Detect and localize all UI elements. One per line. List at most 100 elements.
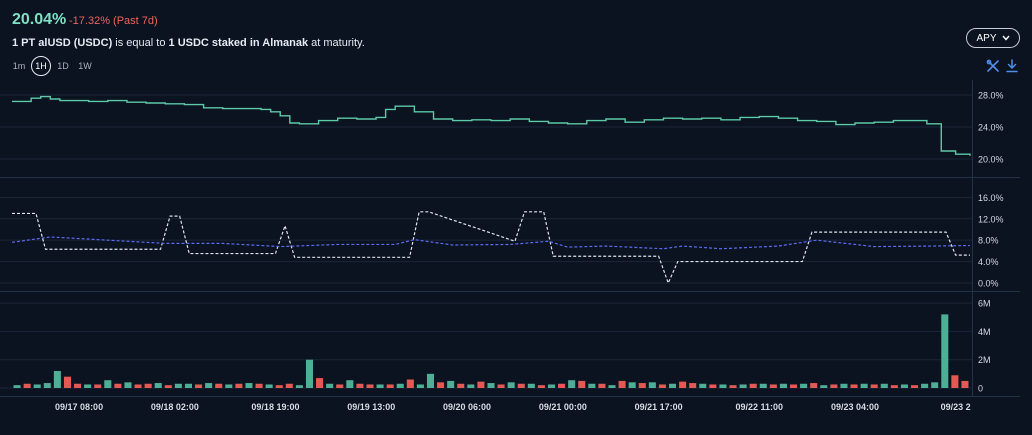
volume-bars	[13, 314, 969, 388]
volume-bar	[477, 381, 485, 388]
volume-bar	[618, 380, 626, 388]
volume-bar	[830, 384, 838, 388]
volume-bar	[537, 385, 545, 388]
apy-dropdown[interactable]: APY	[966, 28, 1020, 48]
download-icon[interactable]	[1005, 59, 1019, 73]
volume-bar	[679, 381, 687, 388]
y-tick-label-volume: 6M	[978, 299, 991, 309]
volume-bar	[800, 383, 808, 388]
volume-bar	[245, 383, 253, 388]
timeframe-1m[interactable]: 1m	[12, 61, 26, 71]
volume-bar	[769, 384, 777, 388]
volume-bar	[729, 385, 737, 388]
desc-prefix: 1 PT alUSD (USDC)	[12, 37, 113, 49]
volume-bar	[951, 375, 959, 388]
volume-bar	[63, 376, 71, 388]
volume-bar	[124, 382, 132, 388]
underlying-apy-line	[11, 236, 971, 250]
volume-bar	[215, 383, 223, 388]
volume-bar	[628, 382, 636, 388]
volume-bar	[810, 383, 818, 388]
volume-bar	[668, 383, 677, 388]
volume-bar	[295, 385, 303, 388]
x-tick-label: 09/17 08:00	[55, 402, 103, 412]
volume-bar	[457, 383, 465, 388]
x-tick-label: 09/19 13:00	[347, 402, 395, 412]
volume-bar	[699, 383, 707, 388]
timeframe-selector: 1m 1H 1D 1W	[9, 56, 95, 76]
volume-bar	[850, 384, 858, 388]
y-tick-label-underlying: 0.0%	[978, 278, 999, 288]
volume-bar	[386, 384, 394, 388]
timeframe-1d[interactable]: 1D	[57, 61, 69, 71]
volume-bar	[689, 383, 697, 388]
volume-bar	[749, 383, 757, 388]
volume-bar	[840, 383, 848, 388]
volume-bar	[366, 384, 374, 388]
volume-bar	[74, 383, 82, 388]
volume-bar	[437, 382, 445, 388]
timeframe-1h[interactable]: 1H	[31, 56, 51, 76]
desc-mid: is equal to	[112, 37, 169, 49]
volume-bar	[547, 384, 556, 388]
volume-bar	[719, 384, 727, 388]
volume-bar	[154, 383, 162, 388]
volume-bar	[305, 359, 314, 388]
timeframe-1w[interactable]: 1W	[78, 61, 92, 71]
volume-bar	[658, 384, 666, 388]
settings-tools-icon[interactable]	[986, 59, 1000, 73]
x-tick-label: 09/21 17:00	[635, 402, 683, 412]
x-tick-label: 09/21 00:00	[539, 402, 587, 412]
volume-bar	[195, 384, 203, 388]
volume-bar	[316, 378, 324, 388]
volume-bar	[820, 385, 828, 388]
volume-bar	[174, 383, 182, 388]
y-tick-label-underlying: 4.0%	[978, 257, 999, 267]
volume-bar	[356, 383, 364, 388]
volume-bar	[43, 383, 51, 388]
apy-range-line	[12, 211, 970, 285]
y-tick-label-implied: 24.0%	[978, 123, 1004, 133]
volume-bar	[275, 385, 283, 388]
desc-suffix: at maturity.	[308, 37, 365, 49]
volume-bar	[326, 383, 334, 388]
volume-bar	[134, 384, 142, 388]
volume-bar	[346, 380, 354, 388]
x-tick-label: 09/23 2	[941, 402, 971, 412]
volume-bar	[447, 380, 455, 388]
volume-bar	[104, 380, 112, 388]
header-change: -17.32% (Past 7d)	[69, 15, 158, 27]
volume-bar	[789, 384, 798, 388]
volume-bar	[406, 379, 414, 388]
volume-bar	[527, 383, 535, 388]
volume-bar	[265, 384, 273, 388]
volume-bar	[578, 380, 586, 388]
volume-bar	[759, 383, 767, 388]
y-tick-label-underlying: 8.0%	[978, 236, 999, 246]
volume-bar	[205, 383, 213, 388]
y-tick-label-underlying: 12.0%	[978, 214, 1004, 224]
header-rate: 20.04%	[12, 11, 67, 28]
volume-bar	[376, 384, 384, 388]
volume-bar	[84, 384, 92, 388]
volume-bar	[870, 384, 878, 388]
grid-layer	[0, 80, 1020, 397]
axis-layer: 28.0% 24.0% 20.0% 16.0% 12.0% 8.0% 4.0% 0.0% 6M 4…	[55, 91, 1003, 413]
volume-bar	[184, 383, 193, 388]
volume-bar	[890, 385, 898, 388]
volume-bar	[648, 382, 656, 388]
volume-bar	[709, 384, 717, 388]
volume-bar	[941, 314, 949, 388]
volume-bar	[507, 382, 515, 388]
x-tick-label: 09/18 19:00	[251, 402, 299, 412]
volume-bar	[235, 383, 243, 388]
implied-apy-line	[12, 95, 971, 156]
volume-bar	[598, 383, 606, 388]
apy-dropdown-label: APY	[976, 32, 997, 44]
volume-bar	[588, 383, 596, 388]
volume-bar	[164, 385, 172, 388]
volume-bar	[416, 384, 424, 388]
x-tick-label: 09/20 06:00	[443, 402, 491, 412]
y-tick-label-volume: 4M	[978, 327, 991, 337]
